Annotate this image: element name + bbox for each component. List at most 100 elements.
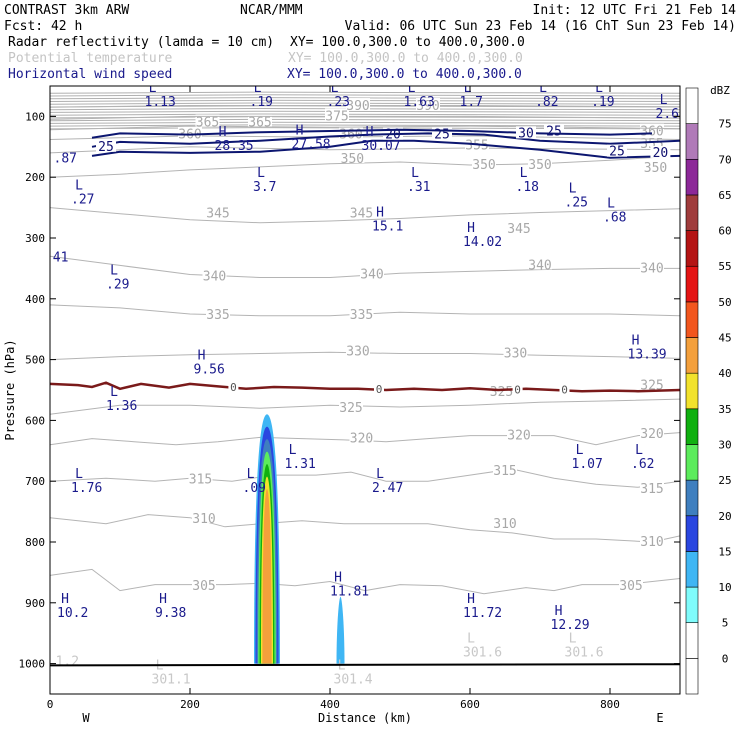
extremum-type: H	[376, 206, 384, 221]
extremum-type: L	[411, 166, 419, 181]
x-end-right: E	[656, 711, 663, 725]
freezing-label: 0	[561, 383, 568, 396]
theta-label-bg	[206, 205, 230, 218]
extremum-type: H	[61, 592, 69, 607]
colorbar-label: 20	[718, 510, 731, 523]
theta-label-bg	[349, 307, 374, 320]
theta-label: 350	[644, 161, 667, 176]
field-1-xy: XY= 100.0,300.0 to 400.0,300.0	[290, 35, 525, 50]
extremum-type: L	[254, 81, 262, 96]
extremum-type: H	[467, 592, 475, 607]
theta-label-bg	[640, 481, 664, 494]
extremum-type: L	[569, 631, 577, 646]
extremum-value: .68	[603, 211, 626, 226]
extremum-value: .27	[71, 192, 94, 207]
y-tick-label: 400	[25, 293, 45, 306]
theta-label-bg	[416, 98, 440, 111]
y-axis-label: Pressure (hPa)	[3, 339, 17, 440]
extremum-value: 28.35	[215, 139, 254, 154]
y-tick-label: 700	[25, 475, 45, 488]
extremum-value: 1.07	[572, 457, 603, 472]
extremum-type: H	[159, 592, 167, 607]
extremum-value: 1.31	[285, 457, 316, 472]
extremum-type: L	[660, 93, 668, 108]
freezing-label-bg	[559, 383, 570, 395]
plot-frame	[49, 85, 681, 695]
theta-line-365	[50, 125, 680, 131]
colorbar-label: 40	[718, 367, 731, 380]
colorbar-label: 35	[718, 403, 731, 416]
theta-label-bg	[360, 266, 384, 279]
theta-label-bg	[640, 425, 664, 438]
theta-label: 320	[640, 427, 663, 442]
extremum-type: L	[569, 181, 577, 196]
theta-label-bg	[507, 427, 531, 440]
theta-line-310	[50, 514, 680, 543]
y-tick-label: 200	[25, 171, 45, 184]
theta-line-325	[50, 398, 680, 415]
x-end-left: W	[82, 711, 90, 725]
theta-label-bg	[340, 150, 365, 163]
colorbar-label: 70	[718, 153, 731, 166]
theta-upper-line	[50, 121, 680, 124]
isotach-label: 20	[653, 146, 669, 161]
colorbar-swatch	[685, 194, 699, 231]
y-tick-label: 600	[25, 414, 45, 427]
colorbar-swatch	[685, 372, 699, 410]
theta-label: 315	[640, 482, 663, 497]
extremum-value: .31	[407, 180, 430, 195]
theta-upper-line	[50, 124, 680, 127]
theta-label-bg	[493, 462, 517, 475]
extremum-type: L	[257, 166, 265, 181]
model-title: CONTRAST 3km ARW	[4, 3, 129, 18]
extremum-value: 11.72	[463, 606, 502, 621]
extremum-type: L	[467, 631, 475, 646]
extremum-type: H	[296, 124, 304, 139]
extremum-type: L	[110, 263, 118, 278]
theta-label-bg	[472, 157, 496, 170]
extremum-type: L	[331, 81, 339, 96]
extremum-value: .19	[591, 95, 614, 110]
extremum-value: 27.58	[292, 138, 331, 153]
theta-label-bg	[346, 343, 370, 356]
extremum-value: .87	[54, 152, 77, 167]
theta-label: 325	[490, 385, 513, 400]
colorbar-label: 25	[718, 474, 731, 487]
freezing-label-bg	[374, 382, 384, 394]
theta-label: 340	[360, 267, 383, 282]
theta-line-355	[50, 146, 680, 154]
plot-area: 305 305 310 310 310 315 315 315 320 320 320 325 325 3…	[50, 81, 680, 688]
theta-label-bg	[640, 377, 664, 390]
theta-label: 310	[192, 512, 215, 527]
theta-label-bg	[619, 577, 643, 590]
colorbar-label: 55	[718, 260, 731, 273]
theta-line-390	[50, 105, 680, 108]
colorbar-label: 65	[718, 189, 731, 202]
x-tick-label: 400	[320, 698, 340, 711]
extremum-value: 301.1	[152, 673, 191, 688]
isotach-label-bg	[516, 126, 536, 139]
extremum-value: .82	[535, 95, 558, 110]
theta-line-315	[50, 468, 680, 488]
theta-label-bg	[528, 257, 552, 270]
theta-label-bg	[640, 534, 664, 546]
extremum-value: 301.6	[463, 645, 502, 660]
theta-label: 340	[528, 258, 551, 273]
extremum-value: 12.29	[551, 618, 590, 633]
colorbar-swatch	[685, 408, 699, 445]
extremum-value: 3.7	[253, 180, 276, 195]
extremum-value: .19	[250, 95, 273, 110]
freezing-label: 0	[514, 383, 521, 396]
field-1-name: Radar reflectivity (lamda = 10 cm)	[8, 35, 274, 50]
colorbar-swatch	[685, 551, 699, 588]
theta-label: 350	[341, 152, 364, 167]
colorbar-swatch	[685, 301, 699, 338]
theta-label: 345	[206, 207, 229, 222]
theta-label: 365	[248, 115, 271, 130]
theta-label: 390	[416, 99, 439, 114]
theta-label: 330	[504, 347, 527, 362]
extremum-value: .23	[327, 95, 350, 110]
extremum-type: H	[219, 125, 227, 140]
freezing-label: 0	[376, 383, 383, 396]
extremum-value: 9.56	[194, 363, 225, 378]
